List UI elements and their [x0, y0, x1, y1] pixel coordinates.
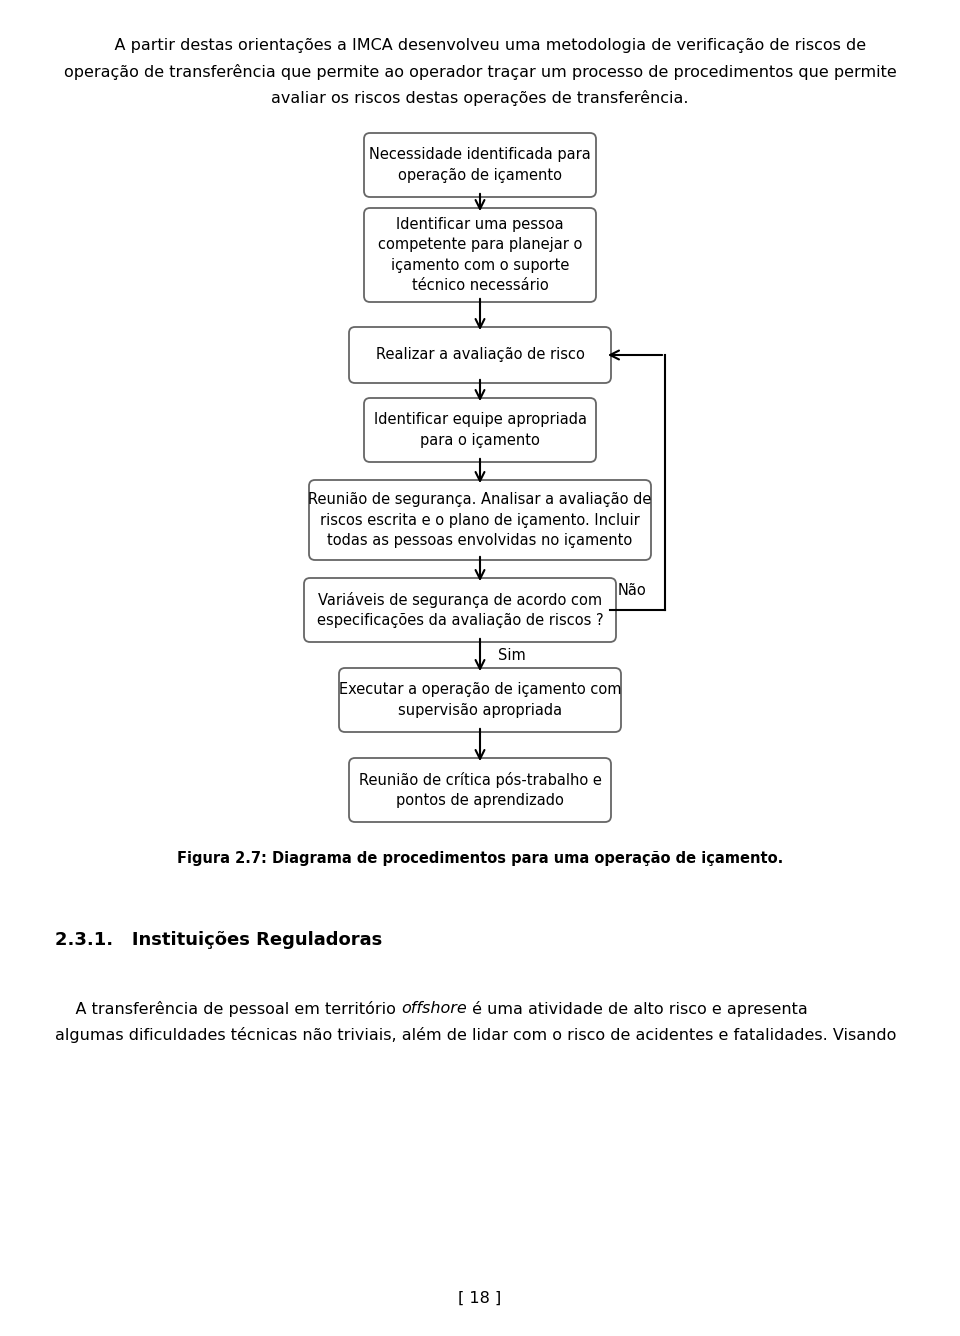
- Text: 2.3.1.   Instituições Reguladoras: 2.3.1. Instituições Reguladoras: [55, 931, 382, 949]
- FancyBboxPatch shape: [309, 480, 651, 560]
- Text: operação de transferência que permite ao operador traçar um processo de procedim: operação de transferência que permite ao…: [63, 64, 897, 80]
- Text: Reunião de segurança. Analisar a avaliação de
riscos escrita e o plano de içamen: Reunião de segurança. Analisar a avaliaç…: [308, 492, 652, 548]
- FancyBboxPatch shape: [349, 327, 611, 383]
- FancyBboxPatch shape: [349, 758, 611, 822]
- FancyBboxPatch shape: [304, 578, 616, 643]
- Text: Reunião de crítica pós-trabalho e
pontos de aprendizado: Reunião de crítica pós-trabalho e pontos…: [359, 772, 601, 808]
- Text: Sim: Sim: [498, 648, 526, 663]
- FancyBboxPatch shape: [339, 668, 621, 732]
- Text: Realizar a avaliação de risco: Realizar a avaliação de risco: [375, 347, 585, 362]
- Text: avaliar os riscos destas operações de transferência.: avaliar os riscos destas operações de tr…: [272, 90, 688, 106]
- FancyBboxPatch shape: [364, 398, 596, 462]
- Text: Variáveis de segurança de acordo com
especificações da avaliação de riscos ?: Variáveis de segurança de acordo com esp…: [317, 592, 603, 628]
- Text: algumas dificuldades técnicas não triviais, além de lidar com o risco de acident: algumas dificuldades técnicas não trivia…: [55, 1027, 897, 1043]
- FancyBboxPatch shape: [364, 134, 596, 196]
- Text: A transferência de pessoal em território: A transferência de pessoal em território: [55, 1001, 401, 1017]
- Text: Identificar uma pessoa
competente para planejar o
içamento com o suporte
técnico: Identificar uma pessoa competente para p…: [378, 216, 582, 293]
- Text: [ 18 ]: [ 18 ]: [458, 1291, 502, 1307]
- Text: Necessidade identificada para
operação de içamento: Necessidade identificada para operação d…: [370, 147, 590, 183]
- Text: offshore: offshore: [401, 1001, 467, 1015]
- Text: Não: Não: [618, 582, 647, 599]
- FancyBboxPatch shape: [364, 208, 596, 302]
- Text: Identificar equipe apropriada
para o içamento: Identificar equipe apropriada para o iça…: [373, 413, 587, 448]
- Text: Executar a operação de içamento com
supervisão apropriada: Executar a operação de içamento com supe…: [339, 683, 621, 717]
- Text: é uma atividade de alto risco e apresenta: é uma atividade de alto risco e apresent…: [467, 1001, 807, 1017]
- Text: A transferência de pessoal em território offshore é uma atividade de alto risco : A transferência de pessoal em território…: [55, 1001, 807, 1017]
- Text: Figura 2.7: Diagrama de procedimentos para uma operação de içamento.: Figura 2.7: Diagrama de procedimentos pa…: [177, 851, 783, 866]
- Text: A partir destas orientações a IMCA desenvolveu uma metodologia de verificação de: A partir destas orientações a IMCA desen…: [94, 37, 866, 53]
